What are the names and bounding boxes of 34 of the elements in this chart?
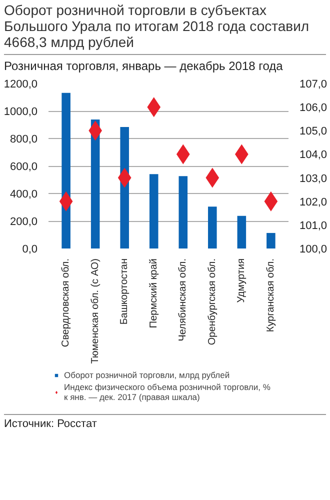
bar	[266, 233, 276, 249]
x-tick-label: Курганская обл.	[265, 258, 276, 332]
chart-title: Оборот розничной торговли в субъектах Большого Урала по итогам 2018 года составил 4668,3 млрд рублей	[4, 2, 310, 50]
bar	[149, 174, 158, 249]
y2-tick-label: 103,0	[300, 173, 328, 186]
y2-tick-label: 106,0	[300, 102, 328, 114]
y2-tick-label: 105,0	[300, 126, 328, 138]
y-tick-label: 600,0	[10, 161, 38, 174]
text: Источник: Росстат	[4, 414, 326, 433]
y2-tick-label: 104,0	[300, 149, 328, 162]
x-tick-label: Челябинская обл.	[178, 258, 189, 342]
legend-label: Индекс физического объема розничной торговли, % к янв. — дек. 2017 (правая шкала)	[64, 382, 270, 402]
y-tick-label: 800,0	[10, 134, 38, 146]
bar	[237, 216, 246, 249]
legend-label: Оборот розничной торговли, млрд рублей	[64, 370, 230, 380]
y-tick-label: 200,0	[10, 216, 38, 228]
bar	[62, 93, 70, 249]
x-tick-label: Удмуртия	[236, 258, 248, 303]
y2-tick-label: 101,0	[300, 220, 328, 232]
x-tick-label: Башкортостан	[119, 258, 130, 325]
y-tick-label: 400,0	[10, 188, 38, 201]
x-tick-label: Свердловская обл.	[60, 258, 72, 348]
x-tick-label: Пермский край	[148, 258, 160, 328]
bar	[208, 206, 217, 249]
chart-subtitle: Розничная торговля, январь — декабрь 2018 года	[4, 54, 326, 76]
bar	[178, 176, 188, 249]
y2-tick-label: 102,0	[300, 196, 328, 209]
y-tick-label: 1000,0	[4, 106, 38, 118]
y-tick-label: 1200,0	[4, 78, 38, 91]
y-tick-label: 0,0	[22, 244, 38, 256]
y2-tick-label: 100,0	[300, 244, 328, 256]
x-tick-label: Тюменская обл. (с АО)	[90, 258, 101, 364]
y2-tick-label: 107,0	[300, 78, 328, 91]
x-tick-label: Оренбургская обл.	[206, 258, 218, 346]
